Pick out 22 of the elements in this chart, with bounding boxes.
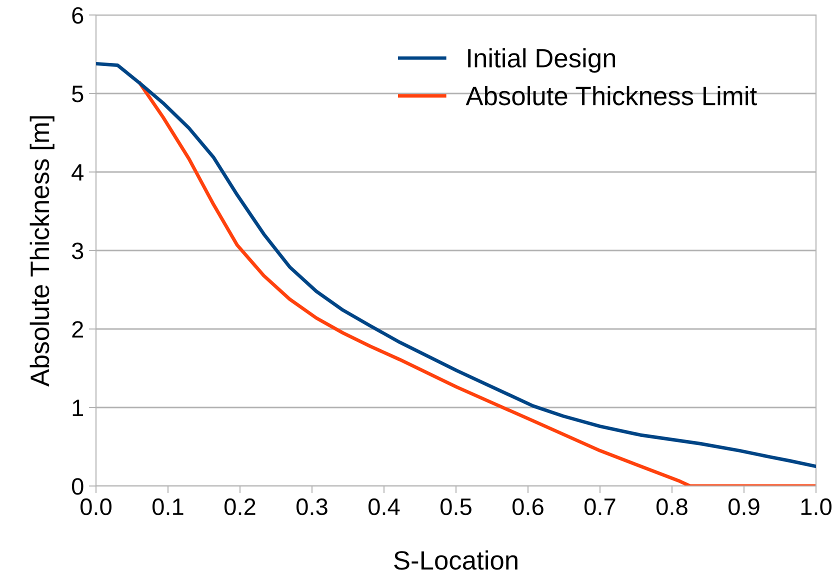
y-tick-label: 4: [72, 164, 84, 181]
y-tick-label: 3: [72, 242, 84, 260]
x-tick-label: 1.0: [801, 498, 832, 516]
x-tick-label: 0.0: [80, 498, 112, 516]
y-tick-label: 2: [72, 321, 84, 338]
x-tick-label: 0.3: [296, 498, 328, 516]
x-tick-label: 0.4: [368, 498, 400, 516]
y-tick-label: 5: [72, 86, 84, 102]
legend-label: Initial Design: [468, 48, 616, 73]
x-tick-label: 0.5: [440, 498, 472, 516]
x-tick-label: 0.8: [656, 498, 688, 516]
x-tick-label: 0.7: [584, 498, 616, 516]
y-tick-label: 6: [72, 7, 84, 24]
x-tick-label: 0.6: [512, 498, 544, 516]
y-tick-label: 1: [72, 400, 84, 416]
x-tick-label: 0.1: [152, 498, 184, 516]
legend-label: Absolute Thickness Limit: [466, 86, 757, 106]
x-axis-title: S-Location: [394, 550, 518, 570]
y-axis-title: Absolute Thickness [m]: [30, 116, 54, 387]
x-tick-label: 0.9: [728, 498, 760, 516]
x-tick-label: 0.2: [224, 498, 256, 516]
y-tick-label: 0: [72, 478, 84, 495]
